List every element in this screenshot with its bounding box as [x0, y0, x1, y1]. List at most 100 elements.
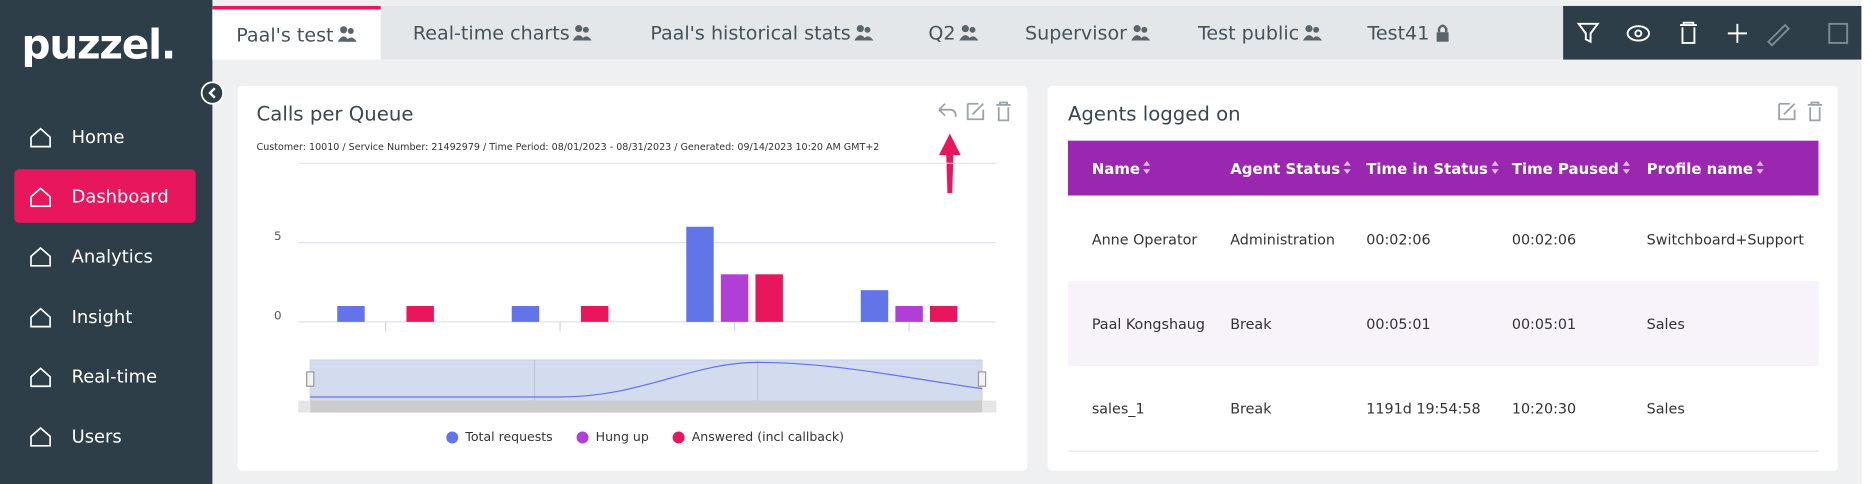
legend-marker — [576, 431, 589, 444]
table-cell: 00:02:06 — [1512, 197, 1576, 282]
tab[interactable]: Supervisor — [1001, 6, 1173, 60]
bar — [580, 306, 609, 322]
undo-icon[interactable] — [938, 103, 957, 117]
delete-icon[interactable] — [1807, 101, 1823, 122]
column-header: Time Paused — [1512, 141, 1638, 196]
label: Q2 — [928, 21, 956, 45]
legend-label: Answered (incl callback) — [692, 429, 844, 444]
nav-item[interactable]: Users — [14, 409, 195, 463]
label: 10:20:30 — [1511, 399, 1577, 417]
widget-actions — [938, 101, 1011, 122]
label: Profile name — [1646, 159, 1754, 178]
bar — [860, 290, 889, 322]
add-icon[interactable] — [1727, 23, 1747, 43]
bar — [929, 306, 958, 322]
label: Switchboard+Support — [1646, 230, 1804, 248]
table-cell: 00:05:01 — [1366, 281, 1430, 366]
nav-item[interactable]: Home — [14, 110, 195, 164]
label: Break — [1230, 315, 1272, 333]
table-cell: 10:20:30 — [1512, 366, 1576, 451]
edit-icon[interactable] — [1778, 102, 1796, 121]
column-header: Profile name — [1647, 141, 1772, 196]
view-icon[interactable] — [1626, 25, 1651, 42]
table-cell: Sales — [1647, 366, 1685, 451]
table-cell: 00:05:01 — [1512, 281, 1576, 366]
label: Name — [1091, 159, 1141, 178]
icon — [854, 24, 874, 40]
widget-title: Agents logged on — [1067, 102, 1241, 126]
label: Sales — [1646, 315, 1685, 333]
collapse-button[interactable] — [200, 81, 225, 105]
tab[interactable]: Test public — [1174, 6, 1346, 60]
icon — [1343, 160, 1351, 175]
sidebar: puzzel. Home Dashboard Analytics Insight Rea… — [0, 0, 213, 484]
legend-label: Total requests — [464, 429, 552, 444]
table-cell: 00:02:06 — [1366, 197, 1430, 282]
icon — [30, 307, 51, 327]
label: Break — [1230, 399, 1272, 417]
tab[interactable]: Q2 — [904, 6, 1002, 60]
tab[interactable]: Paal's historical stats — [626, 6, 897, 60]
table-cell: Sales — [1647, 281, 1685, 366]
delete-icon[interactable] — [996, 101, 1011, 122]
nav-item[interactable]: Dashboard — [14, 169, 196, 223]
label: 00:02:06 — [1511, 230, 1577, 248]
delete-icon[interactable] — [1680, 21, 1697, 44]
tab[interactable]: Paal's test — [212, 5, 381, 60]
label: Administration — [1230, 230, 1336, 248]
edit-icon[interactable] — [966, 102, 985, 121]
icon — [1622, 160, 1630, 175]
label: Time Paused — [1511, 159, 1619, 178]
label: Paal's historical stats — [650, 21, 851, 45]
tab-bar: Paal's test Real-time charts Paal's histor… — [212, 5, 1564, 60]
edge — [1861, 0, 1871, 484]
widget-title: Calls per Queue — [256, 102, 414, 126]
icon — [30, 366, 51, 387]
navigator-handle[interactable] — [306, 371, 315, 387]
label: Time in Status — [1366, 159, 1488, 178]
edit-disabled-icon — [1767, 23, 1791, 47]
table-cell: Anne Operator — [1092, 197, 1197, 282]
column-header: Agent Status — [1230, 141, 1359, 196]
label: 00:05:01 — [1366, 315, 1431, 333]
icon — [337, 26, 357, 42]
table-cell: 1191d 19:54:58 — [1366, 366, 1480, 451]
tab[interactable]: Test41 — [1344, 6, 1476, 60]
icon — [30, 127, 51, 147]
label: Supervisor — [1024, 21, 1128, 45]
save-disabled-icon — [1828, 22, 1849, 44]
tab[interactable]: Real-time charts — [389, 6, 616, 60]
toolbar — [1563, 5, 1862, 60]
label: Sales — [1646, 399, 1685, 417]
table-cell: Paal Kongshaug — [1092, 281, 1205, 366]
table-row: sales_1 Break 1191d 19:54:58 10:20:30 Sales — [1067, 365, 1819, 452]
label: Test41 — [1367, 21, 1430, 45]
label: Real-time — [71, 365, 158, 387]
column-header: Time in Status — [1366, 141, 1507, 196]
logo: puzzel. — [21, 21, 176, 70]
chart: 0 5 Total requests Hung up Answered (incl ca… — [274, 162, 997, 444]
nav-item[interactable]: Real-time — [14, 349, 195, 403]
column-header: Name — [1092, 141, 1159, 196]
icon — [1756, 160, 1764, 175]
scrollbar-thumb — [310, 400, 983, 413]
label: 1191d 19:54:58 — [1366, 399, 1481, 417]
label: Paal Kongshaug — [1091, 315, 1205, 333]
icon — [573, 24, 593, 40]
label: Anne Operator — [1091, 230, 1198, 248]
icon — [30, 426, 51, 447]
label: Dashboard — [71, 185, 169, 207]
nav-item[interactable]: Insight — [14, 290, 195, 344]
icon — [1436, 23, 1449, 42]
filter-icon[interactable] — [1576, 22, 1600, 44]
table-row: Anne Operator Administration 00:02:06 00:02… — [1067, 196, 1819, 283]
table-cell: Break — [1230, 281, 1271, 366]
icon — [959, 24, 979, 40]
label: sales_1 — [1091, 399, 1145, 417]
table-row: Paal Kongshaug Break 00:05:01 00:05:01 Sales — [1067, 281, 1819, 368]
nav-item[interactable]: Analytics — [14, 229, 195, 283]
navigator-handle — [977, 371, 987, 387]
navigator-line — [310, 361, 983, 398]
navigator — [309, 359, 983, 402]
icon — [1143, 160, 1151, 175]
